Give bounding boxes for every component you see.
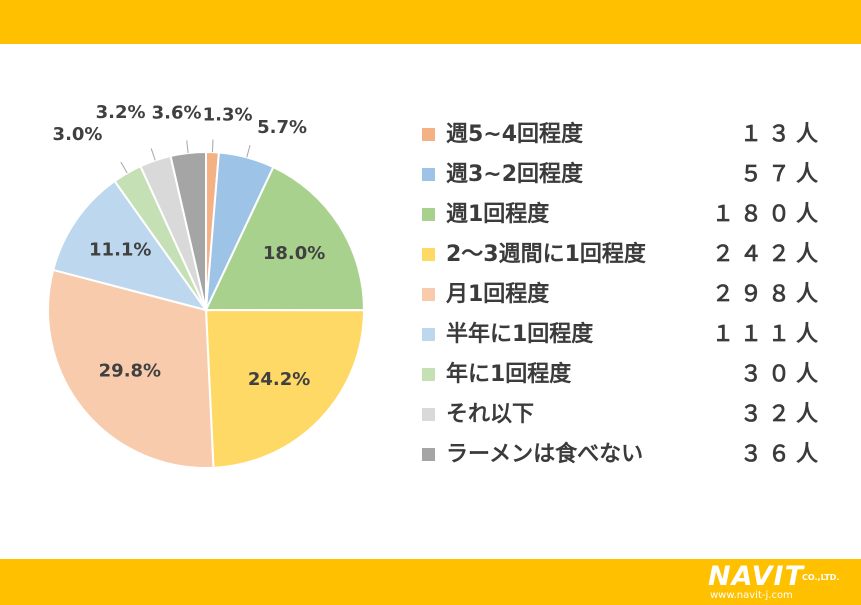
legend-label: 2～3週間に1回程度 xyxy=(446,242,646,267)
legend-label: それ以下 xyxy=(446,402,535,427)
pie-chart: 1.3%5.7% 18.0% 24.2% 29.8% 11.1% 3.0%3.2% 3.6% xyxy=(47,102,366,469)
logo-wordmark: NAVIT xyxy=(708,561,805,592)
legend-swatch xyxy=(422,168,435,181)
legend-item: 週5~4回程度 １３人 xyxy=(422,117,842,157)
legend-swatch xyxy=(422,288,435,301)
legend-label: 週3~2回程度 xyxy=(446,162,584,187)
legend-swatch xyxy=(422,208,435,221)
legend-count: ３２人 xyxy=(739,402,824,427)
pie-slice xyxy=(47,268,215,469)
legend-swatch xyxy=(422,128,435,141)
leader-line xyxy=(211,139,214,153)
legend-count: ２４２人 xyxy=(711,242,824,267)
company-logo: NAVIT CO.,LTD. www.navit-j.com xyxy=(708,563,853,603)
data-label: 3.2% xyxy=(96,102,146,123)
pie-slice xyxy=(204,308,366,469)
legend-item: それ以下 ３２人 xyxy=(422,397,842,437)
pie-slice xyxy=(51,179,209,312)
pie-slice xyxy=(169,150,207,311)
legend-label: ラーメンは食べない xyxy=(446,442,644,467)
legend-swatch xyxy=(422,408,435,421)
legend-label: 半年に1回程度 xyxy=(446,322,594,347)
data-label: 29.8% xyxy=(99,361,161,382)
legend-item: 2～3週間に1回程度 ２４２人 xyxy=(422,237,842,277)
legend-count: ３０人 xyxy=(739,362,824,387)
legend-item: ラーメンは食べない ３６人 xyxy=(422,437,842,477)
bottom-band xyxy=(0,559,861,605)
legend-count: ２９８人 xyxy=(711,282,824,307)
data-label: 3.0% xyxy=(53,124,103,145)
legend-swatch xyxy=(422,248,435,261)
legend-item: 年に1回程度 ３０人 xyxy=(422,357,842,397)
legend-count: １３人 xyxy=(739,122,824,147)
data-label: 11.1% xyxy=(89,240,151,261)
legend-label: 週5~4回程度 xyxy=(446,122,584,147)
legend-label: 週1回程度 xyxy=(446,202,550,227)
logo-suffix: CO.,LTD. xyxy=(802,573,840,582)
top-band xyxy=(0,0,861,44)
pie-slice xyxy=(204,165,366,312)
leader-line xyxy=(120,161,128,174)
legend-count: ５７人 xyxy=(739,162,824,187)
data-label: 5.7% xyxy=(257,117,307,138)
data-label: 24.2% xyxy=(248,369,310,390)
legend: 週5~4回程度 １３人 週3~2回程度 ５７人 週1回程度 １８０人 2～3週間… xyxy=(422,117,842,477)
legend-swatch xyxy=(422,368,435,381)
legend-item: 週1回程度 １８０人 xyxy=(422,197,842,237)
data-label: 3.6% xyxy=(152,103,202,124)
leader-line xyxy=(246,145,251,158)
legend-label: 年に1回程度 xyxy=(446,362,572,387)
leader-line xyxy=(186,140,189,154)
leader-line xyxy=(150,148,156,161)
legend-swatch xyxy=(422,448,435,461)
logo-url: www.navit-j.com xyxy=(710,590,793,601)
legend-item: 週3~2回程度 ５７人 xyxy=(422,157,842,197)
data-label: 1.3% xyxy=(203,105,253,126)
legend-label: 月1回程度 xyxy=(446,282,550,307)
legend-item: 月1回程度 ２９８人 xyxy=(422,277,842,317)
legend-swatch xyxy=(422,328,435,341)
legend-item: 半年に1回程度 １１１人 xyxy=(422,317,842,357)
data-label: 18.0% xyxy=(263,243,325,264)
legend-count: １１１人 xyxy=(711,322,824,347)
legend-count: １８０人 xyxy=(711,202,824,227)
legend-count: ３６人 xyxy=(739,442,824,467)
